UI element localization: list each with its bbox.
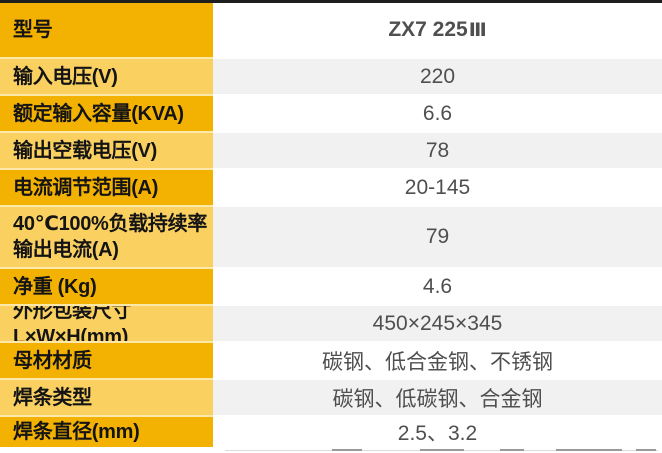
table-row: 型号 ZX7 225 Ⅲ [0,3,662,57]
table-row: 净重 (Kg) 4.6 [0,267,662,304]
clipped-content-dash [500,449,524,451]
model-number: ZX7 225 [388,18,468,41]
table-row: 焊条类型 碳钢、低碳钢、合金钢 [0,378,662,415]
row-value: 6.6 [213,94,662,131]
row-label: 焊条类型 [0,378,213,415]
clipped-content-dash [332,449,362,451]
table-row: 焊条直径(mm) 2.5、3.2 [0,415,662,447]
row-value-model: ZX7 225 Ⅲ [213,3,662,57]
row-value: 2.5、3.2 [213,415,662,447]
row-label: 40℃100%负载持续率 输出电流(A) [0,205,213,267]
row-label: 外形包装尺寸L×W×H(mm) [0,304,213,341]
row-value: 78 [213,131,662,168]
row-value: 碳钢、低合金钢、不锈钢 [213,341,662,378]
row-value: 220 [213,57,662,94]
clipped-row-remnant [0,447,662,453]
table-row: 外形包装尺寸L×W×H(mm) 450×245×345 [0,304,662,341]
row-label: 电流调节范围(A) [0,168,213,205]
table-row: 电流调节范围(A) 20-145 [0,168,662,205]
row-label: 输出空载电压(V) [0,131,213,168]
row-label: 型号 [0,3,213,57]
row-label: 母材材质 [0,341,213,378]
row-value: 450×245×345 [213,304,662,341]
clipped-content-dash [420,449,464,451]
row-value: 79 [213,205,662,267]
table-row: 输入电压(V) 220 [0,57,662,94]
model-suffix: Ⅲ [468,19,487,41]
row-value: 20-145 [213,168,662,205]
table-row: 母材材质 碳钢、低合金钢、不锈钢 [0,341,662,378]
top-edge-line [0,0,662,3]
table-row: 40℃100%负载持续率 输出电流(A) 79 [0,205,662,267]
row-value: 4.6 [213,267,662,304]
row-label: 焊条直径(mm) [0,415,213,447]
clipped-content-dash [636,449,656,451]
row-label: 净重 (Kg) [0,267,213,304]
table-row: 输出空载电压(V) 78 [0,131,662,168]
table-row: 额定输入容量(KVA) 6.6 [0,94,662,131]
row-label: 输入电压(V) [0,57,213,94]
row-value: 碳钢、低碳钢、合金钢 [213,378,662,415]
clipped-content-dash [556,449,622,451]
row-label: 额定输入容量(KVA) [0,94,213,131]
spec-table: 型号 ZX7 225 Ⅲ 输入电压(V) 220 额定输入容量(KVA) 6.6 … [0,3,662,447]
